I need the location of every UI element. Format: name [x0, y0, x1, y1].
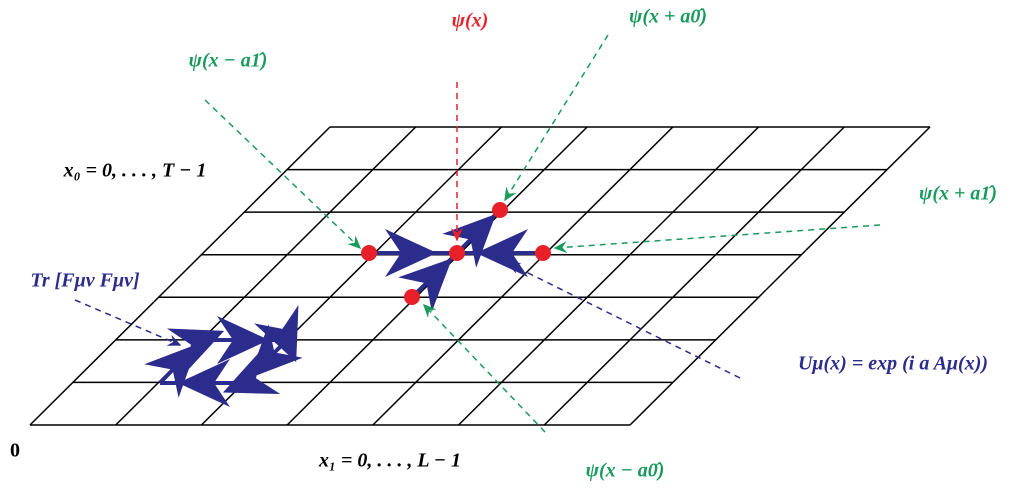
label: x₀ = 0, . . . , T − 1 — [63, 160, 207, 182]
grid-line — [458, 126, 760, 426]
site — [404, 289, 420, 305]
site — [492, 202, 508, 218]
pointer — [553, 224, 881, 254]
grid-line — [372, 126, 674, 426]
pointer — [74, 299, 182, 346]
label: x₁ = 0, . . . , L − 1 — [318, 450, 461, 472]
label: 0 — [10, 440, 20, 462]
grid-line — [629, 126, 931, 426]
label: ψ(x + a1̂) — [919, 183, 997, 205]
site — [535, 245, 551, 261]
link — [442, 208, 502, 268]
pointer — [506, 262, 741, 379]
sites — [361, 202, 551, 305]
grid-line — [543, 126, 845, 426]
plaquette — [144, 304, 303, 407]
grid-line — [29, 126, 331, 426]
label: ψ(x − a1̂) — [189, 50, 268, 72]
label: ψ(x + a0̂) — [629, 6, 707, 28]
grid-line — [286, 126, 588, 426]
gauge-links — [144, 208, 543, 407]
link — [398, 251, 459, 312]
pointer — [422, 303, 546, 433]
label: Tr [Fμν Fμν] — [30, 270, 140, 292]
label: Uμ(x) = exp (i a Aμ(x)) — [798, 353, 988, 375]
site — [449, 245, 465, 261]
pointers — [74, 34, 881, 433]
pointer — [504, 34, 609, 202]
label: ψ(x − a0̂) — [586, 460, 665, 482]
site — [361, 245, 377, 261]
pointer — [204, 99, 362, 250]
label: ψ(x) — [452, 10, 489, 32]
